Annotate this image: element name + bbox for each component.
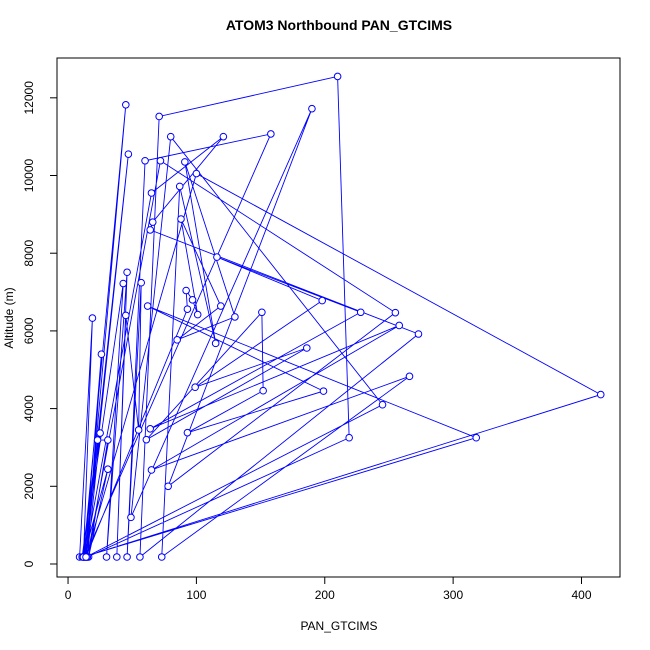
data-point bbox=[182, 286, 190, 295]
data-point bbox=[96, 429, 104, 437]
data-point bbox=[136, 553, 144, 561]
data-point bbox=[302, 344, 311, 352]
data-point bbox=[414, 330, 423, 338]
data-point bbox=[146, 424, 154, 433]
data-point bbox=[147, 189, 156, 197]
data-point bbox=[97, 350, 106, 359]
data-point bbox=[134, 426, 143, 434]
data-point bbox=[123, 268, 131, 277]
data-point bbox=[216, 302, 225, 310]
data-point bbox=[596, 390, 605, 399]
data-point bbox=[183, 428, 192, 437]
data-point bbox=[147, 466, 156, 474]
data-line bbox=[79, 75, 602, 558]
data-point bbox=[104, 465, 112, 473]
data-point bbox=[345, 433, 353, 442]
y-tick-label: 8000 bbox=[22, 240, 36, 267]
data-point bbox=[142, 435, 151, 444]
data-point bbox=[211, 339, 220, 348]
x-tick-label: 300 bbox=[443, 588, 463, 602]
data-point bbox=[219, 132, 228, 141]
data-point bbox=[93, 436, 102, 444]
data-point bbox=[181, 158, 189, 166]
data-point bbox=[318, 296, 326, 305]
data-point bbox=[378, 400, 387, 409]
data-point bbox=[166, 132, 175, 141]
data-point bbox=[143, 302, 152, 310]
data-point bbox=[146, 226, 154, 234]
data-point bbox=[122, 311, 130, 320]
x-axis-label: PAN_GTCIMS bbox=[300, 619, 377, 633]
data-point bbox=[88, 314, 97, 322]
data-point bbox=[395, 321, 404, 330]
data-point bbox=[177, 215, 185, 223]
chart-title: ATOM3 Northbound PAN_GTCIMS bbox=[226, 17, 452, 33]
data-point bbox=[175, 182, 184, 191]
y-tick-label: 0 bbox=[22, 560, 36, 567]
data-point bbox=[119, 279, 128, 288]
x-tick-label: 200 bbox=[315, 588, 335, 602]
data-point bbox=[188, 296, 197, 304]
data-point bbox=[113, 553, 121, 561]
y-tick-label: 6000 bbox=[22, 317, 36, 344]
data-point bbox=[356, 308, 365, 317]
data-point bbox=[333, 72, 342, 81]
data-point bbox=[122, 101, 130, 109]
y-tick-label: 4000 bbox=[22, 395, 36, 422]
plot-frame bbox=[56, 57, 621, 578]
x-tick-label: 400 bbox=[571, 588, 591, 602]
data-point bbox=[192, 169, 201, 178]
data-point bbox=[173, 336, 181, 344]
data-point bbox=[231, 313, 239, 321]
data-point bbox=[193, 310, 202, 319]
data-point bbox=[102, 553, 111, 561]
y-tick-label: 12000 bbox=[22, 81, 36, 115]
data-point bbox=[191, 383, 199, 392]
data-point bbox=[137, 278, 146, 287]
data-point bbox=[472, 433, 481, 442]
x-tick-label: 100 bbox=[186, 588, 206, 602]
data-point bbox=[183, 305, 192, 313]
data-point bbox=[405, 372, 414, 381]
data-point bbox=[141, 156, 149, 165]
data-point bbox=[164, 482, 172, 491]
x-tick-label: 0 bbox=[65, 588, 72, 602]
data-point bbox=[258, 308, 266, 317]
data-point bbox=[157, 553, 166, 561]
data-point bbox=[123, 553, 131, 561]
y-tick-label: 10000 bbox=[22, 159, 36, 193]
y-axis-label: Altitude (m) bbox=[2, 287, 16, 348]
data-point bbox=[156, 156, 165, 165]
data-point bbox=[267, 130, 275, 138]
data-point bbox=[308, 104, 316, 113]
y-tick-label: 2000 bbox=[22, 473, 36, 500]
data-point bbox=[124, 150, 133, 158]
data-point bbox=[148, 218, 157, 226]
data-point bbox=[82, 553, 90, 561]
data-point bbox=[104, 436, 112, 444]
data-point bbox=[213, 253, 221, 261]
data-point bbox=[391, 308, 400, 317]
data-point bbox=[319, 387, 328, 395]
data-point bbox=[127, 513, 135, 522]
data-point bbox=[155, 112, 163, 121]
data-point bbox=[259, 386, 267, 395]
